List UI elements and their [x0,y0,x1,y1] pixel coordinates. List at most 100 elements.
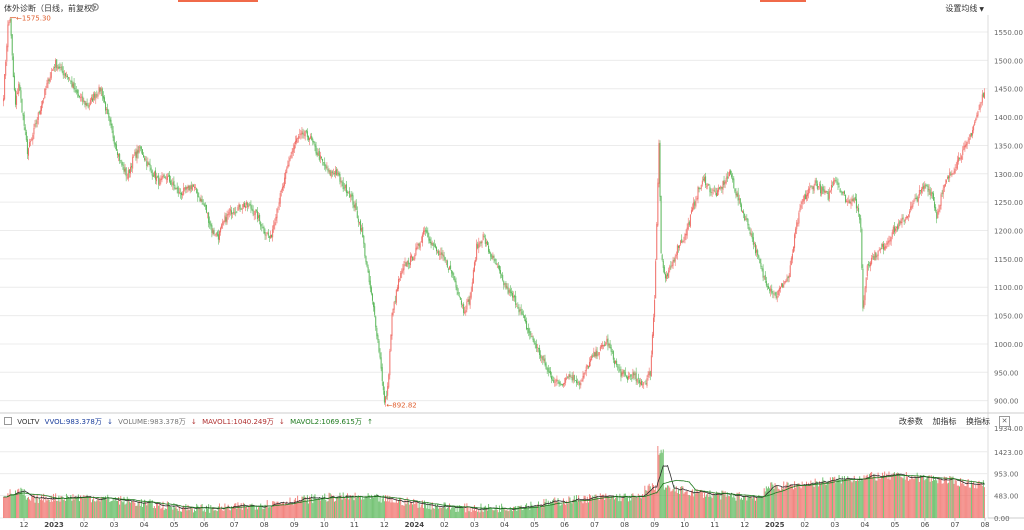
volume-bar [143,502,145,518]
close-icon[interactable]: ✕ [999,416,1010,427]
candle [792,246,794,253]
candle [268,236,270,238]
candle [785,280,787,283]
volume-bar [573,495,575,518]
volume-bar [586,496,588,518]
volume-bar [855,480,857,518]
volume-bar [832,477,834,518]
candle [43,97,45,100]
candle [74,88,76,89]
candle [150,167,152,171]
volume-bar [978,480,980,518]
candle [721,186,723,189]
candle [119,153,121,161]
candle [570,376,572,378]
volume-bar [176,508,178,518]
volume-bar [388,501,390,518]
volume-bar [739,499,741,518]
candle [813,185,815,191]
volume-bar [584,495,586,518]
volume-bar [959,486,961,518]
candle [759,259,761,264]
volume-tick-label: 0.00 [994,515,1010,523]
volume-bar [375,495,377,518]
volume-bar [631,493,633,518]
checkbox-icon[interactable] [4,417,12,425]
candle [358,221,360,224]
volume-bar [681,486,683,518]
candle [140,146,142,150]
min-price-label: ←892.82 [386,402,416,410]
volume-bar [973,481,975,518]
ma-settings-button[interactable]: 设置均线 ▼ [945,3,984,14]
candle [486,241,488,246]
candle [645,383,647,385]
volume-bar [205,505,207,518]
candle [746,217,748,220]
volume-bar [888,471,890,518]
volume-bar [409,501,411,518]
volume-bar [445,509,447,518]
volume-bar [495,504,497,518]
candle [106,109,108,111]
volume-bar [67,495,69,518]
price-tick-label: 1350.00 [994,142,1023,150]
volume-bar [567,503,569,518]
volume-bar [259,506,261,518]
volume-bar [78,501,80,518]
volume-bar [615,497,617,518]
volume-bar [967,479,969,518]
volume-bar [618,501,620,518]
candle [862,268,864,309]
candle [427,231,429,237]
volume-bar [593,498,595,518]
volume-bar [679,493,681,518]
volume-bar [596,496,598,518]
candle [211,225,213,233]
volume-bar [224,503,226,518]
gear-icon[interactable] [90,2,100,12]
volume-bar [370,494,372,518]
candle [681,239,683,243]
candle [763,276,765,278]
volume-bar [717,492,719,518]
volume-bar [556,501,558,518]
candle [395,289,397,303]
candle [332,172,334,174]
volume-bar [740,497,742,518]
volume-bar [523,507,525,518]
volume-bar [630,500,632,518]
volume-bar [571,503,573,518]
candle [852,198,854,202]
volume-bar [61,496,63,518]
candle [911,205,913,208]
candle [596,350,598,357]
candle [362,227,364,238]
volume-bar [20,487,22,518]
candle [240,209,242,210]
edit-params-button[interactable]: 改参数 [898,417,923,426]
candle [356,211,358,218]
volume-bar [669,487,671,518]
volume-bar [634,495,636,518]
candle [539,347,541,356]
volume-bar [451,507,453,518]
add-indicator-button[interactable]: 加指标 [932,417,957,426]
max-price-label: ←1575.30 [16,15,51,23]
volume-bar [460,506,462,518]
candle [695,200,697,207]
volume-bar [299,500,301,518]
candle [896,226,898,228]
volume-bar [947,483,949,518]
volume-bar [746,500,748,518]
candle [771,289,773,294]
volume-bar [62,499,64,518]
volume-bar [472,510,474,518]
candle [301,131,303,134]
candle [272,229,274,238]
candle [357,218,359,223]
switch-indicator-button[interactable]: 换指标 [966,417,990,426]
volume-bar [817,486,819,518]
volume-bar [544,502,546,518]
